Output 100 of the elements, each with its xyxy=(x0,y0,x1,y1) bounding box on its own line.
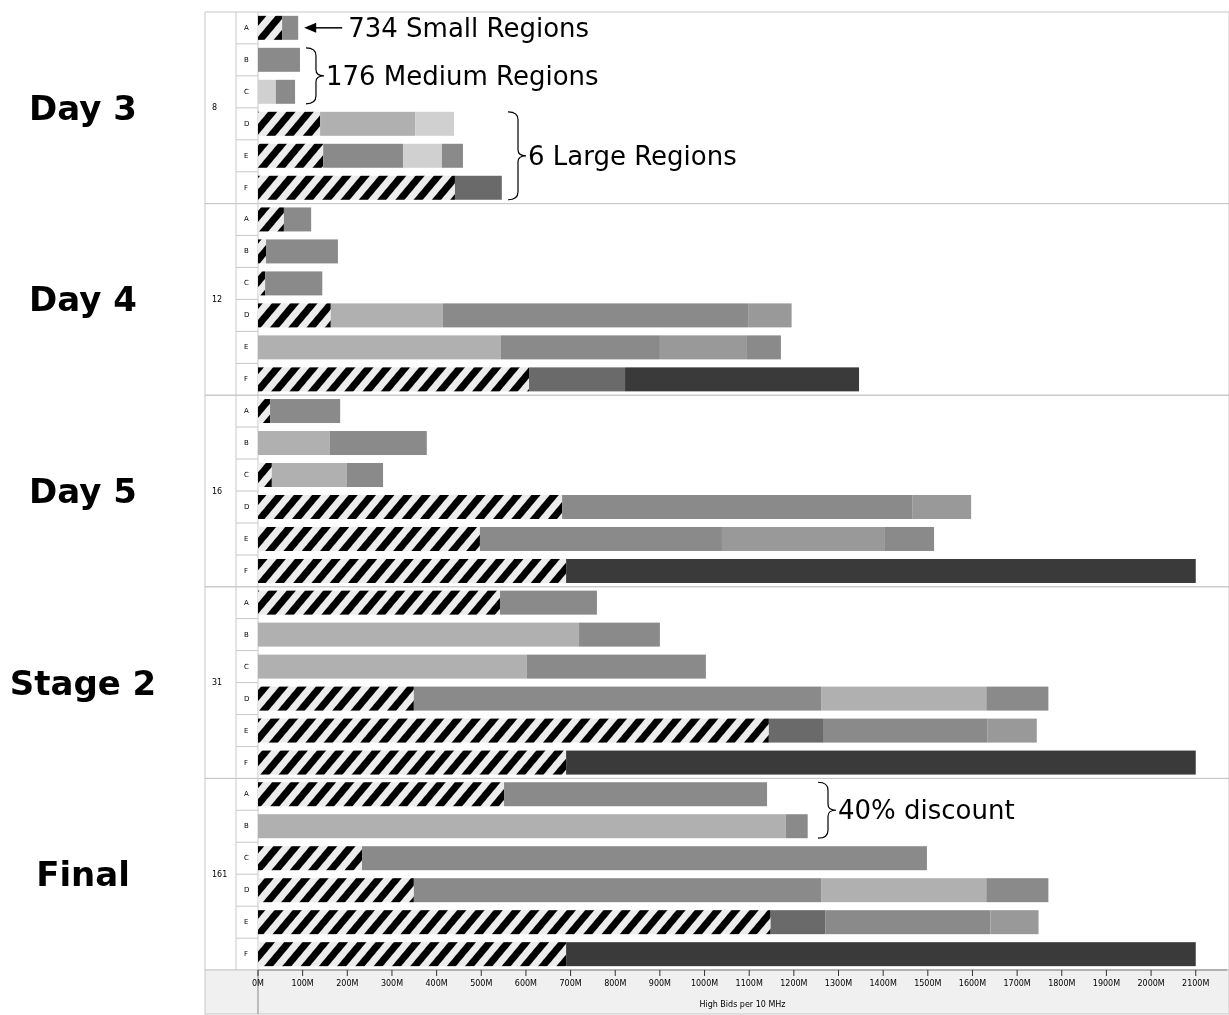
x-tick-label: 0M xyxy=(252,979,265,988)
x-tick-label: 2000M xyxy=(1137,979,1165,988)
bar xyxy=(258,558,567,583)
bar xyxy=(258,495,563,519)
bar xyxy=(258,463,272,487)
bar xyxy=(721,526,885,551)
bar xyxy=(258,846,363,871)
bar xyxy=(258,654,527,679)
bar xyxy=(403,143,442,168)
bar xyxy=(785,814,808,839)
text: 161 xyxy=(212,869,228,879)
annotation: 40% discount xyxy=(838,795,1015,826)
x-tick-label: 1000M xyxy=(690,979,719,988)
bar xyxy=(415,111,455,136)
bar xyxy=(579,622,660,647)
x-tick-label: 900M xyxy=(648,979,672,988)
annotation: 734 Small Regions xyxy=(348,12,590,43)
text: 16 xyxy=(212,486,223,496)
text: Day 5 xyxy=(29,471,137,511)
bar xyxy=(821,878,987,903)
text: Day 3 xyxy=(29,87,137,128)
bar xyxy=(283,207,312,232)
bar xyxy=(258,750,567,775)
text: Final xyxy=(36,854,130,895)
bar xyxy=(270,399,341,424)
bar xyxy=(258,367,530,392)
x-tick-label: 1700M xyxy=(1003,979,1031,988)
bar xyxy=(748,303,792,328)
bar xyxy=(529,367,626,392)
bar xyxy=(258,207,284,232)
bar xyxy=(258,942,567,967)
x-tick-label: 1500M xyxy=(914,979,942,988)
bar xyxy=(746,335,781,360)
bar xyxy=(454,175,502,200)
bar xyxy=(566,558,1196,583)
bar xyxy=(362,846,927,871)
bar xyxy=(990,910,1039,935)
bar xyxy=(912,495,972,519)
bar xyxy=(258,878,414,903)
bar xyxy=(271,463,347,487)
bar xyxy=(330,303,443,328)
bar xyxy=(625,367,860,392)
bar xyxy=(258,910,771,935)
bar xyxy=(258,399,271,424)
x-tick-label: 1800M xyxy=(1048,979,1076,988)
x-tick-label: 2100M xyxy=(1182,979,1210,988)
bar xyxy=(265,271,323,296)
bar xyxy=(987,718,1037,743)
bar xyxy=(282,15,299,40)
bar xyxy=(258,782,505,807)
bar xyxy=(566,942,1196,967)
x-tick-label: 1900M xyxy=(1092,979,1121,988)
bar xyxy=(258,686,414,711)
bar xyxy=(504,782,768,807)
x-tick-label: 1200M xyxy=(780,979,808,988)
bar xyxy=(258,718,769,743)
bar xyxy=(258,431,330,456)
bar xyxy=(442,303,749,328)
bar xyxy=(258,622,580,647)
bar xyxy=(768,718,824,743)
x-tick-label: 700M xyxy=(559,979,582,988)
bar xyxy=(500,335,660,360)
annotation: 176 Medium Regions xyxy=(325,60,599,91)
x-tick-label: 500M xyxy=(470,979,493,988)
x-tick-label: 1100M xyxy=(735,979,763,988)
x-axis-title: High Bids per 10 MHz xyxy=(699,1000,786,1009)
text: Stage 2 xyxy=(9,662,157,703)
bar xyxy=(258,47,300,72)
bar xyxy=(884,526,935,551)
bar xyxy=(266,239,338,264)
bar xyxy=(258,590,501,615)
x-tick-label: 200M xyxy=(336,979,359,988)
bar xyxy=(323,143,404,168)
bar xyxy=(566,750,1196,775)
x-tick-label: 400M xyxy=(425,979,448,988)
bar xyxy=(258,239,267,264)
bar xyxy=(479,526,722,551)
text: 8 xyxy=(212,103,218,113)
bar xyxy=(413,878,822,903)
bar xyxy=(258,175,455,200)
bar xyxy=(526,654,706,679)
x-tick-label: 800M xyxy=(604,979,627,988)
bar xyxy=(823,718,988,743)
bar xyxy=(770,910,826,935)
bar xyxy=(825,910,991,935)
x-tick-label: 300M xyxy=(380,979,404,988)
bar xyxy=(258,526,480,551)
bar xyxy=(258,15,283,40)
text: 12 xyxy=(212,294,223,304)
x-tick-label: 1300M xyxy=(824,979,853,988)
bar xyxy=(258,111,321,136)
bar xyxy=(562,495,913,519)
x-tick-label: 100M xyxy=(291,979,314,988)
bar xyxy=(258,143,324,168)
text: 31 xyxy=(212,678,223,688)
bar xyxy=(320,111,416,136)
x-tick-label: 1600M xyxy=(958,979,987,988)
bar xyxy=(258,271,266,296)
x-tick-label: 600M xyxy=(514,979,538,988)
bar xyxy=(659,335,747,360)
